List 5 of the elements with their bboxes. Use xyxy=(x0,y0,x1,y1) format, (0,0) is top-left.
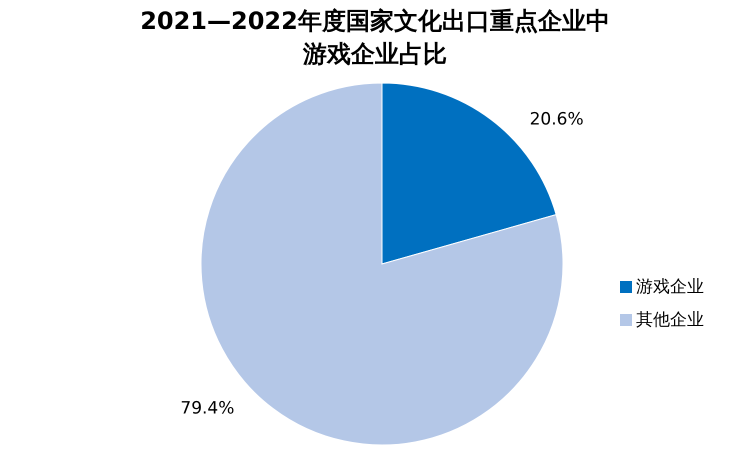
legend-label: 其他企业 xyxy=(636,310,704,330)
legend-label: 游戏企业 xyxy=(636,277,704,297)
chart-title: 2021—2022年度国家文化出口重点企业中游戏企业占比 xyxy=(139,6,611,70)
data-label: 20.6% xyxy=(530,110,584,130)
data-label: 79.4% xyxy=(180,398,234,418)
